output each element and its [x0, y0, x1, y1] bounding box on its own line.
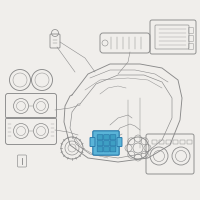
Bar — [173, 140, 178, 144]
FancyBboxPatch shape — [97, 141, 103, 146]
FancyBboxPatch shape — [97, 135, 103, 140]
Bar — [159, 140, 164, 144]
Bar — [152, 140, 157, 144]
FancyBboxPatch shape — [104, 135, 109, 140]
FancyBboxPatch shape — [90, 138, 95, 146]
FancyBboxPatch shape — [104, 141, 109, 146]
FancyBboxPatch shape — [110, 147, 116, 152]
FancyBboxPatch shape — [110, 141, 116, 146]
Bar — [166, 140, 171, 144]
FancyBboxPatch shape — [93, 131, 119, 155]
FancyBboxPatch shape — [117, 138, 122, 146]
FancyBboxPatch shape — [104, 147, 109, 152]
Bar — [187, 140, 192, 144]
Bar — [180, 140, 185, 144]
FancyBboxPatch shape — [97, 147, 103, 152]
FancyBboxPatch shape — [110, 135, 116, 140]
